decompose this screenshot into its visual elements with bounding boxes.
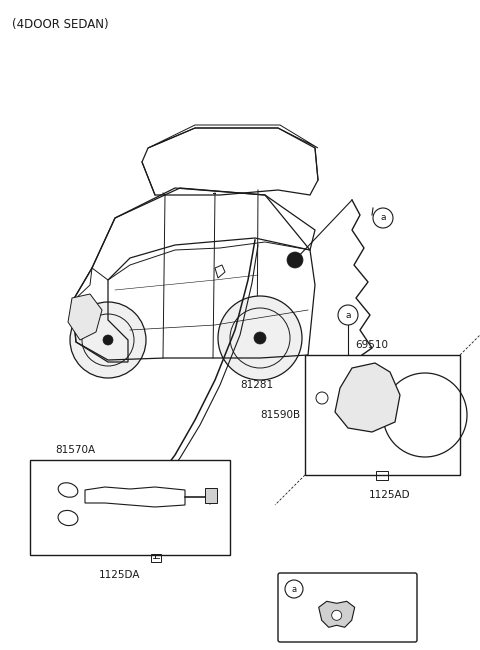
Polygon shape: [319, 601, 355, 627]
Circle shape: [285, 580, 303, 598]
Circle shape: [70, 302, 146, 378]
Text: a: a: [380, 213, 386, 222]
Circle shape: [373, 208, 393, 228]
Text: 81281: 81281: [240, 380, 273, 390]
Text: 81275: 81275: [45, 525, 78, 535]
Circle shape: [254, 332, 266, 344]
Text: (4DOOR SEDAN): (4DOOR SEDAN): [12, 18, 108, 31]
Bar: [305, 355, 460, 475]
Text: 81575: 81575: [45, 490, 78, 500]
Circle shape: [338, 305, 358, 325]
FancyBboxPatch shape: [278, 573, 417, 642]
Text: a: a: [291, 584, 297, 593]
Text: 69510: 69510: [355, 340, 388, 350]
Circle shape: [287, 252, 303, 268]
Text: 81570A: 81570A: [55, 445, 95, 455]
Text: 79552: 79552: [308, 400, 341, 410]
Circle shape: [103, 335, 113, 345]
Text: 81590B: 81590B: [260, 410, 300, 420]
Bar: [205, 488, 217, 503]
Text: 1125AD: 1125AD: [369, 490, 411, 500]
Text: 87551: 87551: [315, 375, 348, 385]
Polygon shape: [68, 294, 102, 340]
Bar: [30, 460, 230, 555]
Circle shape: [218, 296, 302, 380]
Circle shape: [332, 610, 342, 620]
Bar: [376, 471, 388, 480]
Polygon shape: [335, 363, 400, 432]
Text: 81199: 81199: [323, 583, 359, 593]
Bar: [151, 554, 161, 562]
Text: 1125DA: 1125DA: [99, 570, 141, 580]
Text: a: a: [345, 311, 351, 320]
